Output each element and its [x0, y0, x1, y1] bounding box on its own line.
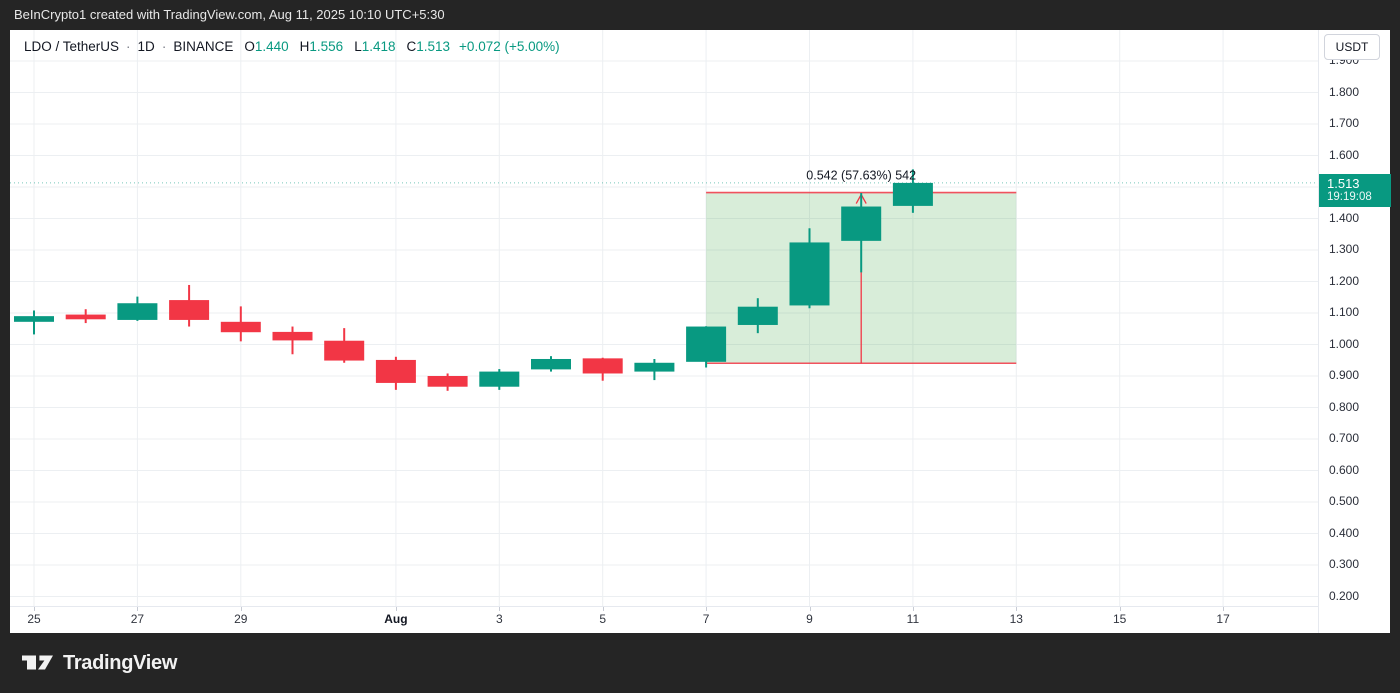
time-tick-label: 3 [495, 612, 503, 626]
time-tick-mark [602, 607, 604, 611]
time-tick-mark [706, 607, 708, 611]
bar-countdown-timer: 19:19:08 [1327, 190, 1372, 203]
price-tick-label: 0.900 [1329, 368, 1360, 382]
price-tick-label: 1.100 [1329, 305, 1360, 319]
price-tick-label: 1.200 [1329, 273, 1360, 288]
candle-body [531, 358, 571, 370]
price-tick-label: 0.300 [1329, 557, 1360, 571]
time-axis[interactable]: 25 27 29 Aug 3 5 7 9 11 13 15 17 [10, 606, 1318, 633]
open-label: O [244, 39, 255, 54]
last-price-value: 1.513 [1327, 175, 1360, 191]
candle-body [686, 326, 727, 362]
open-value: 1.440 [254, 39, 289, 54]
change-value: +0.072 (+5.00%) [459, 39, 560, 54]
attribution-text: BeInCrypto1 created with TradingView.com… [14, 7, 445, 22]
candle-body [892, 182, 933, 206]
time-tick-label: 15 [1113, 612, 1127, 626]
price-tick-label: 0.500 [1329, 494, 1360, 508]
time-tick-label: 25 [27, 612, 41, 626]
candle-body [427, 376, 468, 387]
time-tick-mark [34, 607, 35, 611]
price-tick-label: 1.000 [1329, 336, 1360, 351]
candlestick-chart[interactable]: 0.542 (57.63%) 542 [10, 30, 1318, 606]
candle-body [272, 331, 313, 341]
candle-body [841, 206, 882, 241]
time-tick-label: Aug [384, 612, 408, 626]
time-tick-label: 17 [1216, 612, 1230, 626]
candle-body [634, 362, 675, 372]
last-price-badge: 1.513 19:19:08 [1319, 173, 1391, 207]
candle-body [479, 371, 520, 387]
candle-body [582, 358, 623, 374]
candle-body [324, 340, 365, 361]
candle-body [375, 359, 416, 383]
currency-unit-button[interactable]: USDT [1324, 34, 1380, 60]
time-tick-label: 5 [599, 612, 607, 626]
candle-body [789, 242, 830, 306]
candle-body [117, 303, 158, 320]
time-tick-label: 7 [702, 612, 710, 626]
price-tick-label: 1.300 [1329, 242, 1360, 256]
low-label: L [354, 39, 362, 54]
candle-body [169, 300, 210, 320]
price-tick-label: 1.700 [1329, 116, 1360, 130]
time-tick-mark [395, 607, 397, 611]
symbol-title: LDO / TetherUS [24, 39, 120, 54]
close-value: 1.513 [416, 39, 451, 54]
symbol-header: LDO / TetherUS · 1D · BINANCE O1.440 H1.556 L1.… [24, 39, 560, 54]
high-label: H [299, 39, 310, 54]
candle-body [14, 316, 54, 322]
time-tick-mark [809, 607, 811, 611]
interval-label: 1D [137, 39, 155, 54]
price-tick-label: 0.700 [1329, 431, 1360, 445]
price-tick-label: 0.400 [1329, 525, 1360, 540]
attribution-bar: BeInCrypto1 created with TradingView.com… [0, 0, 1400, 30]
time-tick-mark [137, 607, 139, 611]
low-value: 1.418 [361, 39, 396, 54]
time-tick-label: 29 [234, 612, 248, 626]
time-tick-mark [912, 607, 914, 611]
price-axis[interactable]: USDT 1.513 19:19:08 1.900 1.800 1.700 1.600… [1318, 30, 1391, 633]
time-tick-mark [1016, 607, 1018, 611]
chart-window: 0.542 (57.63%) 542 LDO / TetherUS · 1D · BIN… [10, 30, 1391, 633]
time-tick-label: 9 [806, 612, 813, 626]
separator-dot: · [126, 39, 131, 54]
time-tick-mark [1223, 607, 1225, 611]
candle-body [65, 314, 106, 320]
price-tick-label: 1.800 [1329, 84, 1360, 99]
high-value: 1.556 [309, 39, 344, 54]
time-tick-mark [1119, 607, 1121, 611]
price-tick-label: 1.600 [1329, 147, 1360, 162]
time-tick-mark [240, 607, 242, 611]
candle-body [737, 306, 778, 325]
footer-bar: TradingView [0, 633, 1400, 693]
time-tick-mark [499, 607, 501, 611]
candle-body [220, 321, 261, 333]
tradingview-logo-icon [22, 655, 53, 670]
time-tick-label: 27 [130, 612, 145, 626]
separator-dot: · [161, 39, 167, 54]
price-tick-label: 0.200 [1329, 588, 1360, 603]
tradingview-brand: TradingView [63, 651, 178, 674]
time-tick-label: 11 [906, 612, 920, 626]
close-label: C [406, 39, 417, 54]
price-tick-label: 0.600 [1329, 462, 1360, 477]
measure-label: 0.542 (57.63%) 542 [806, 169, 916, 183]
price-tick-label: 1.400 [1329, 210, 1360, 225]
time-tick-label: 13 [1009, 612, 1023, 626]
exchange-label: BINANCE [173, 39, 234, 54]
price-tick-label: 0.800 [1329, 399, 1360, 414]
